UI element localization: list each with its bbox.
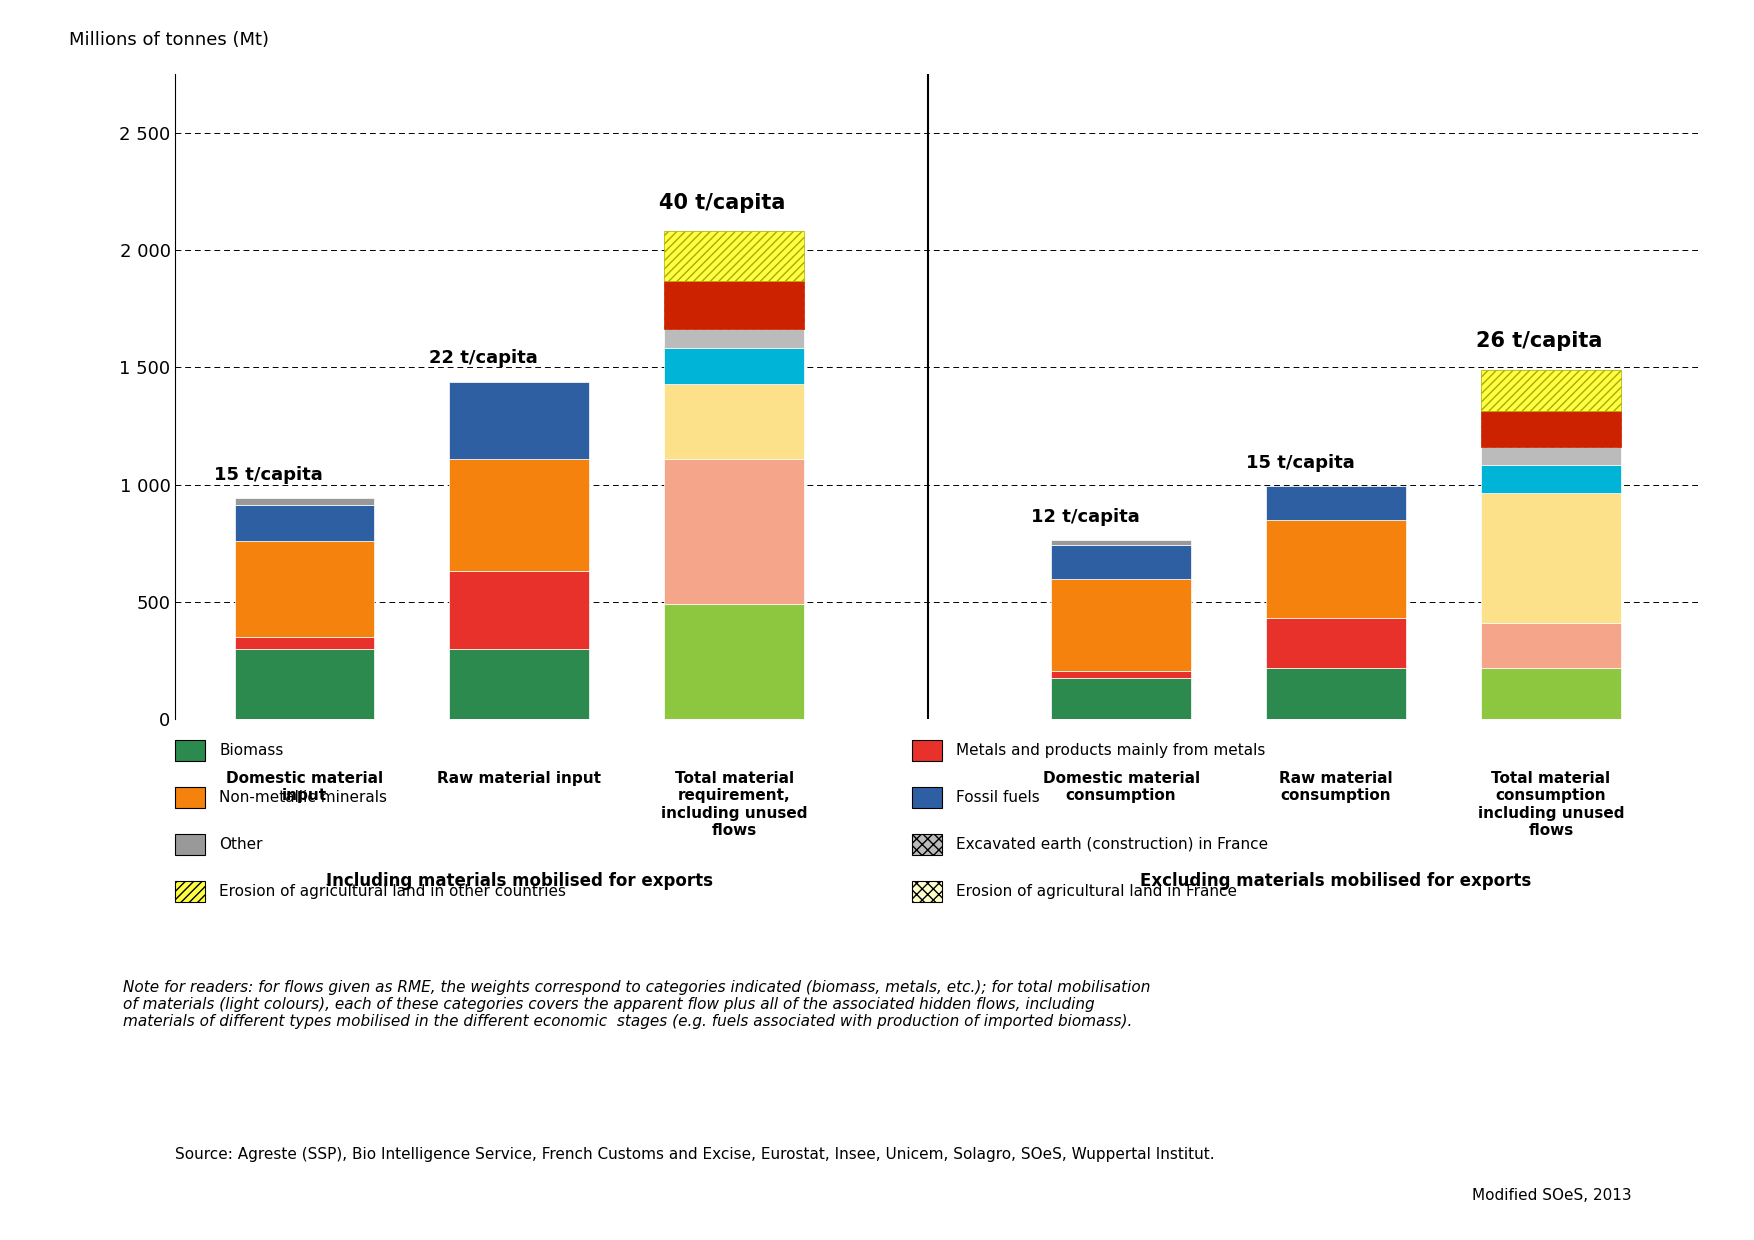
Bar (1266, 486, 1407, 520)
Text: Millions of tonnes (Mt): Millions of tonnes (Mt) (68, 31, 268, 48)
Text: Biomass: Biomass (219, 743, 284, 758)
Bar (175, 880, 205, 903)
Bar (665, 384, 803, 459)
Bar (1480, 448, 1621, 465)
Text: Non-metallic minerals: Non-metallic minerals (219, 790, 388, 805)
Text: Total material
consumption
including unused
flows: Total material consumption including unu… (1477, 771, 1624, 838)
Bar (665, 604, 803, 719)
Text: Total material
requirement,
including unused
flows: Total material requirement, including un… (661, 771, 807, 838)
Bar (912, 739, 942, 760)
Bar (665, 329, 803, 347)
Bar (175, 833, 205, 856)
Text: Including materials mobilised for exports: Including materials mobilised for export… (326, 872, 712, 889)
Bar (1480, 410, 1621, 448)
Bar (1480, 622, 1621, 667)
Bar (449, 572, 589, 649)
Bar (235, 497, 374, 505)
Text: Domestic material
input: Domestic material input (226, 771, 382, 804)
Text: Domestic material
consumption: Domestic material consumption (1042, 771, 1200, 804)
Text: Modified SOeS, 2013: Modified SOeS, 2013 (1472, 1188, 1631, 1203)
Bar (235, 649, 374, 719)
Bar (665, 459, 803, 604)
Bar (235, 541, 374, 637)
Text: Erosion of agricultural land in France: Erosion of agricultural land in France (956, 884, 1237, 899)
Bar (1266, 520, 1407, 619)
Bar (912, 880, 942, 903)
Bar (235, 637, 374, 649)
Text: Metals and products mainly from metals: Metals and products mainly from metals (956, 743, 1265, 758)
Bar (235, 505, 374, 541)
Bar (665, 347, 803, 384)
Bar (1480, 465, 1621, 494)
Text: Raw material input: Raw material input (437, 771, 602, 786)
Text: Raw material
consumption: Raw material consumption (1279, 771, 1393, 804)
Bar (1051, 539, 1191, 544)
Bar (175, 786, 205, 808)
Bar (912, 786, 942, 808)
Bar (1266, 667, 1407, 719)
Bar (1480, 667, 1621, 719)
Text: 40 t/capita: 40 t/capita (660, 192, 786, 213)
Bar (1051, 678, 1191, 719)
Text: Other: Other (219, 837, 263, 852)
Bar (665, 280, 803, 329)
Bar (175, 739, 205, 760)
Bar (1051, 579, 1191, 671)
Bar (1051, 544, 1191, 579)
Bar (449, 459, 589, 572)
Bar (1480, 370, 1621, 410)
Bar (1480, 494, 1621, 622)
Text: Fossil fuels: Fossil fuels (956, 790, 1040, 805)
Text: 15 t/capita: 15 t/capita (1245, 454, 1354, 472)
Text: Note for readers: for flows given as RME, the weights correspond to categories i: Note for readers: for flows given as RME… (123, 980, 1151, 1029)
Text: 26 t/capita: 26 t/capita (1475, 331, 1601, 351)
Text: Excavated earth (construction) in France: Excavated earth (construction) in France (956, 837, 1268, 852)
Text: Erosion of agricultural land in other countries: Erosion of agricultural land in other co… (219, 884, 567, 899)
Bar (1051, 671, 1191, 678)
Bar (665, 232, 803, 280)
Bar (1266, 619, 1407, 667)
Bar (449, 382, 589, 459)
Text: 12 t/capita: 12 t/capita (1031, 507, 1140, 526)
Bar (912, 833, 942, 856)
Bar (449, 649, 589, 719)
Text: Excluding materials mobilised for exports: Excluding materials mobilised for export… (1140, 872, 1531, 889)
Text: Source: Agreste (SSP), Bio Intelligence Service, French Customs and Excise, Euro: Source: Agreste (SSP), Bio Intelligence … (175, 1147, 1216, 1162)
Text: 15 t/capita: 15 t/capita (214, 465, 323, 484)
Text: 22 t/capita: 22 t/capita (430, 350, 538, 367)
